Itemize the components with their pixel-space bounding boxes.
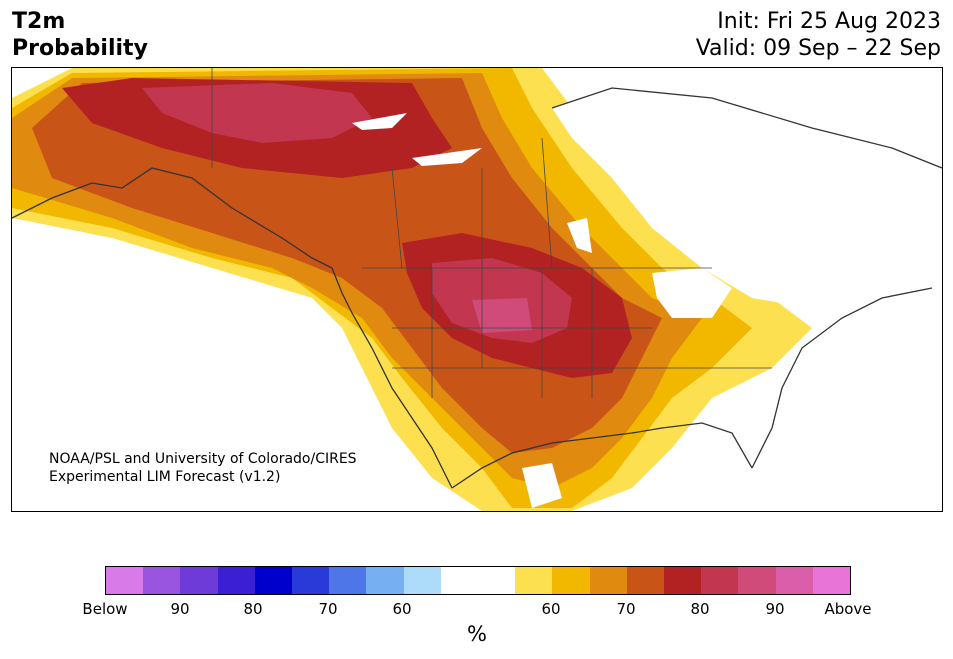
- map-canvas: [12, 68, 942, 511]
- map-credit: NOAA/PSL and University of Colorado/CIRE…: [49, 450, 357, 486]
- colorbar-unit: %: [467, 622, 487, 646]
- colorbar-segment: [738, 567, 776, 594]
- colorbar-tick-label: 80: [690, 600, 710, 618]
- colorbar-segment: [217, 567, 255, 594]
- band-85: [142, 83, 372, 143]
- colorbar-segment: [515, 567, 553, 594]
- credit-line-2: Experimental LIM Forecast (v1.2): [49, 469, 281, 485]
- colorbar-segment: [775, 567, 813, 594]
- colorbar-tick-label: 90: [170, 600, 190, 618]
- colorbar-segment: [478, 567, 516, 594]
- band-90: [472, 298, 532, 333]
- near-normal-northwest: [12, 218, 362, 511]
- colorbar-segment: [180, 567, 218, 594]
- colorbar-segment: [106, 567, 144, 594]
- init-date: Init: Fri 25 Aug 2023: [717, 9, 941, 34]
- near-normal-northeast: [552, 88, 942, 328]
- colorbar-segment: [701, 567, 739, 594]
- coastlines: [12, 87, 942, 489]
- lake-winnipeg: [567, 218, 592, 253]
- colorbar-tick-label: 80: [243, 600, 263, 618]
- credit-line-1: NOAA/PSL and University of Colorado/CIRE…: [49, 451, 357, 467]
- forecast-dates: Init: Fri 25 Aug 2023 Valid: 09 Sep – 22…: [696, 8, 941, 62]
- colorbar-tick-label: Below: [82, 600, 128, 618]
- colorbar-segment: [664, 567, 702, 594]
- colorbar-segment: [254, 567, 293, 594]
- colorbar-segment: [589, 567, 627, 594]
- colorbar-segment: [552, 567, 590, 594]
- map-title: T2m Probability: [12, 8, 148, 62]
- title-line-1: T2m: [12, 9, 66, 34]
- colorbar-segment: [366, 567, 404, 594]
- colorbar-tick-label: Above: [824, 600, 872, 618]
- valid-range: Valid: 09 Sep – 22 Sep: [695, 36, 941, 61]
- colorbar-segment: [812, 567, 851, 594]
- colorbar-tick-label: 60: [392, 600, 412, 618]
- great-slave-lake: [352, 113, 407, 130]
- colorbar-segment: [403, 567, 441, 594]
- colorbar-segment: [292, 567, 330, 594]
- colorbar-tick-label: 60: [541, 600, 561, 618]
- colorbar-segment: [143, 567, 181, 594]
- colorbar-tick-label: 70: [318, 600, 338, 618]
- colorbar-segment: [626, 567, 665, 594]
- near-normal-mexico: [522, 463, 562, 508]
- colorbar-tick-label: 70: [616, 600, 636, 618]
- great-bear-lake: [412, 148, 482, 166]
- great-lakes: [652, 268, 732, 318]
- colorbar-segment: [329, 567, 367, 594]
- colorbar-tick-label: 90: [765, 600, 785, 618]
- probability-map: [11, 67, 943, 512]
- colorbar-segment: [440, 567, 479, 594]
- near-normal-southeast: [612, 368, 942, 511]
- title-line-2: Probability: [12, 36, 148, 61]
- political-borders: [211, 68, 772, 398]
- colorbar: [105, 566, 851, 595]
